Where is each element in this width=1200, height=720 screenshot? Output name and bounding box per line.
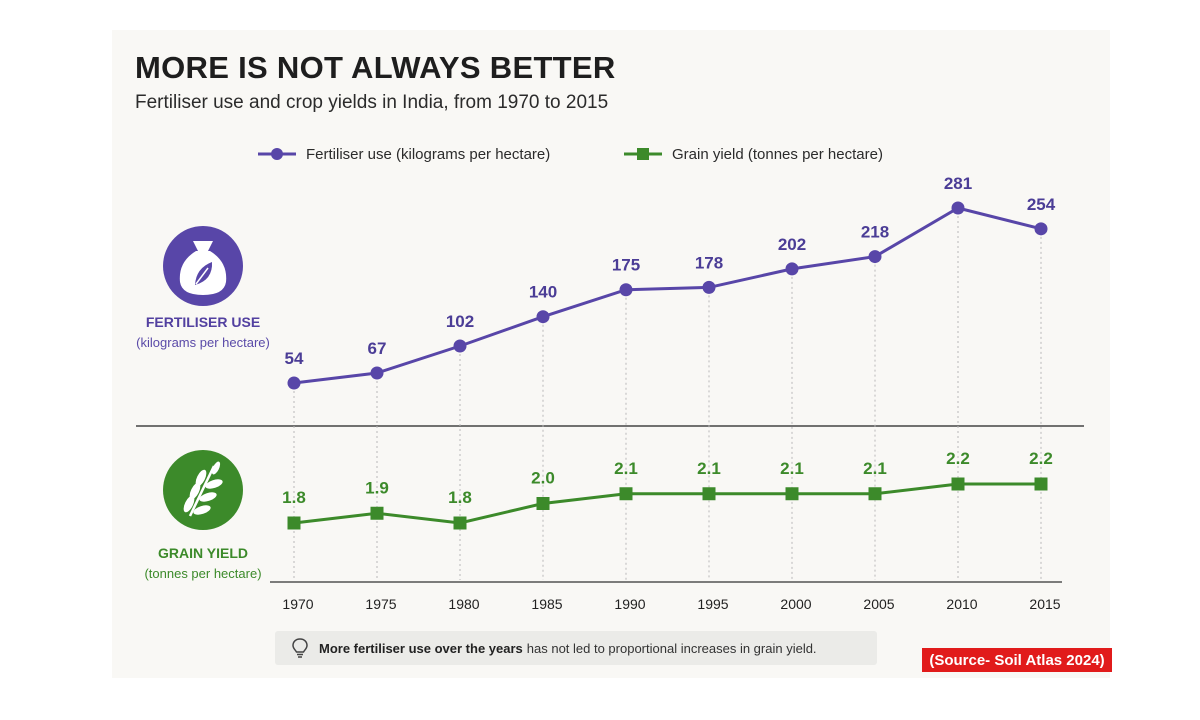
fertiliser-value-label: 102 [446, 312, 474, 331]
legend-fertiliser-marker [271, 148, 283, 160]
note-text: has not led to proportional increases in… [526, 640, 817, 656]
fertiliser-value-label: 140 [529, 283, 557, 302]
fertiliser-value-label: 218 [861, 223, 889, 242]
x-tick-label: 1990 [614, 596, 645, 612]
x-tick-label: 1995 [697, 596, 728, 612]
fertiliser-point [619, 283, 633, 297]
grain-point [287, 516, 301, 530]
fertiliser-point [370, 366, 384, 380]
grain-series: 1.8 1.9 1.8 2.0 2.1 2.1 2.1 2.1 2.2 2.2 [282, 449, 1053, 530]
grain-point [619, 487, 633, 501]
grain-point [370, 506, 384, 520]
lightbulb-icon [292, 638, 308, 658]
fertiliser-panel-title: FERTILISER USE [146, 314, 260, 330]
legend-grain-label: Grain yield (tonnes per hectare) [672, 146, 883, 163]
grain-value-label: 2.0 [531, 469, 555, 488]
legend: Fertiliser use (kilograms per hectare) G… [258, 146, 883, 163]
note-emphasis: More fertiliser use over the years [319, 640, 523, 656]
grain-point [868, 487, 882, 501]
grain-point [951, 477, 965, 491]
fertiliser-point [785, 262, 799, 276]
fertiliser-value-label: 67 [368, 339, 387, 358]
grain-point [702, 487, 716, 501]
grain-value-label: 2.2 [946, 449, 970, 468]
grain-value-label: 1.8 [448, 488, 472, 507]
grain-panel-title: GRAIN YIELD [158, 545, 248, 561]
fertiliser-point [536, 310, 550, 324]
grain-point [536, 497, 550, 510]
fertiliser-value-label: 175 [612, 256, 640, 275]
fertiliser-panel-subtitle: (kilograms per hectare) [136, 335, 270, 350]
fertiliser-panel-label: FERTILISER USE (kilograms per hectare) [136, 226, 270, 350]
grain-point [453, 516, 467, 530]
fertiliser-sack-icon [179, 241, 227, 295]
x-tick-label: 1985 [531, 596, 562, 612]
legend-grain: Grain yield (tonnes per hectare) [624, 146, 883, 163]
grain-value-label: 2.1 [780, 459, 804, 478]
fertiliser-point [702, 280, 716, 294]
grain-point [785, 487, 799, 501]
chart-card [112, 30, 1110, 678]
fertiliser-point [1034, 222, 1048, 236]
x-tick-label: 2015 [1029, 596, 1060, 612]
fertiliser-point [868, 250, 882, 264]
fertiliser-value-label: 202 [778, 235, 806, 254]
grain-value-label: 1.9 [365, 478, 389, 497]
x-tick-label: 1975 [365, 596, 396, 612]
grain-value-label: 2.2 [1029, 449, 1053, 468]
legend-grain-marker [637, 148, 649, 160]
grain-value-label: 2.1 [614, 459, 638, 478]
x-axis-ticks: 1970 1975 1980 1985 1990 1995 2000 2005 2010 2015 [282, 596, 1060, 612]
grain-panel-subtitle: (tonnes per hectare) [144, 566, 261, 581]
vertical-guides [293, 216, 1042, 580]
fertiliser-value-label: 281 [944, 174, 972, 193]
grain-panel-label: GRAIN YIELD (tonnes per hectare) [144, 450, 262, 581]
grain-value-label: 2.1 [697, 459, 721, 478]
chart-title: MORE IS NOT ALWAYS BETTER [135, 50, 616, 85]
grain-point [1034, 477, 1048, 491]
grain-value-label: 1.8 [282, 488, 306, 507]
fertiliser-value-label: 54 [285, 349, 304, 368]
fertiliser-series: 54 67 102 140 175 178 202 218 281 254 [285, 174, 1056, 390]
legend-fertiliser-label: Fertiliser use (kilograms per hectare) [306, 146, 550, 163]
source-badge: (Source- Soil Atlas 2024) [922, 648, 1112, 672]
grain-value-label: 2.1 [863, 459, 887, 478]
fertiliser-value-label: 178 [695, 253, 723, 272]
x-tick-label: 2005 [863, 596, 894, 612]
legend-fertiliser: Fertiliser use (kilograms per hectare) [258, 146, 550, 163]
fertiliser-value-label: 254 [1027, 195, 1056, 214]
x-tick-label: 1980 [448, 596, 479, 612]
wheat-icon [183, 461, 223, 517]
fertiliser-line [293, 206, 1042, 385]
chart-subtitle: Fertiliser use and crop yields in India,… [135, 92, 609, 113]
fertiliser-point [453, 339, 467, 353]
x-tick-label: 2000 [780, 596, 811, 612]
fertiliser-point [287, 376, 301, 390]
fertiliser-point [951, 201, 965, 215]
grain-line [293, 482, 1041, 525]
x-tick-label: 1970 [282, 596, 313, 612]
note-box: More fertiliser use over the years has n… [275, 631, 877, 665]
x-tick-label: 2010 [946, 596, 977, 612]
